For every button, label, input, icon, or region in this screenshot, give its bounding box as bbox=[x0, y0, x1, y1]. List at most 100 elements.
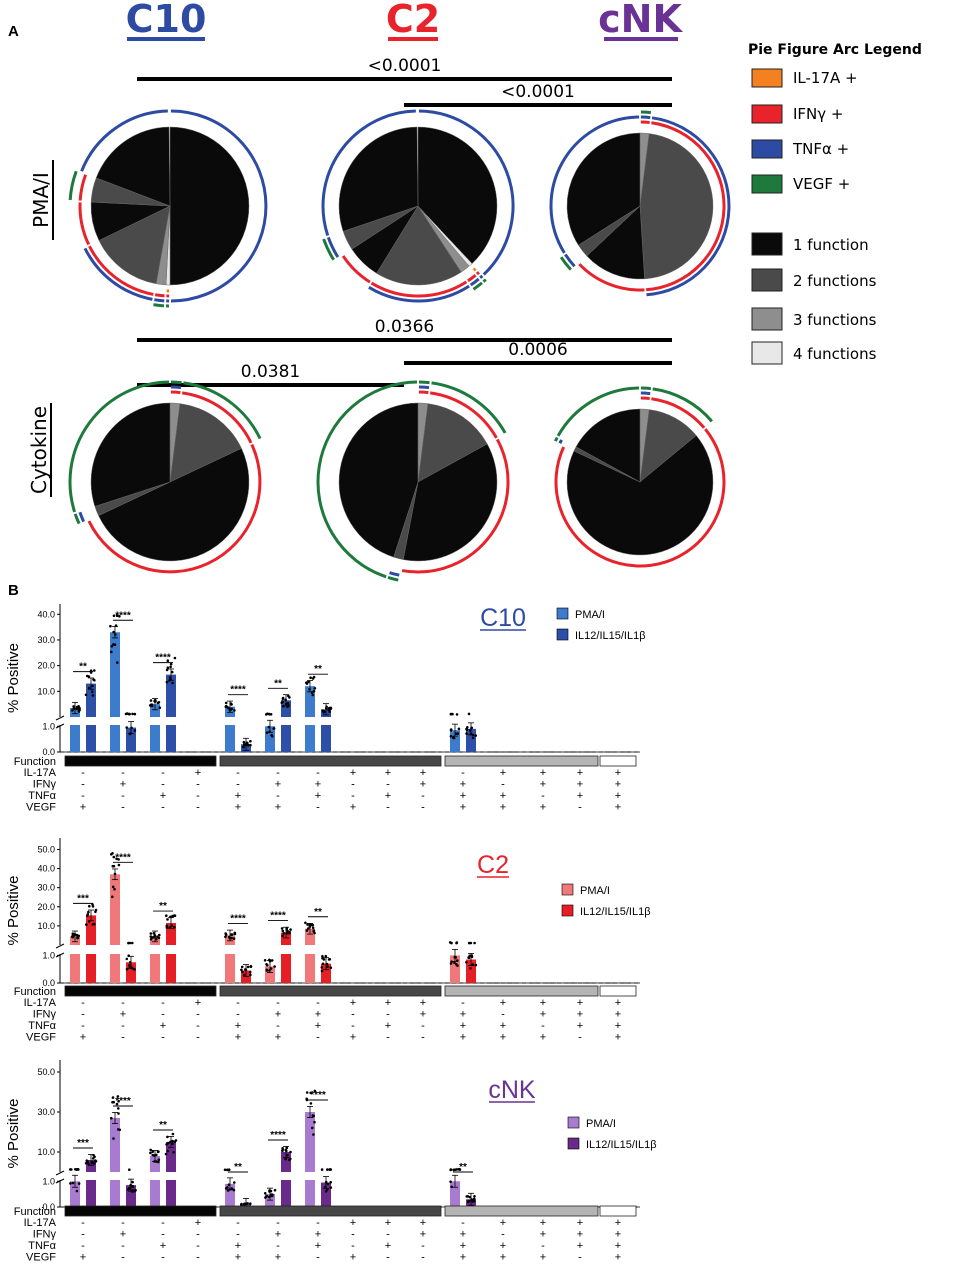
data-point bbox=[233, 709, 236, 712]
marker-sign: + bbox=[615, 1217, 621, 1229]
marker-sign: - bbox=[196, 1252, 200, 1264]
data-point bbox=[150, 704, 154, 708]
marker-sign: - bbox=[81, 997, 85, 1009]
marker-sign: + bbox=[460, 1032, 466, 1044]
pie-slice bbox=[98, 448, 250, 562]
marker-sign: + bbox=[235, 1252, 241, 1264]
data-point bbox=[245, 741, 249, 745]
data-point bbox=[311, 1126, 314, 1130]
legend-swatch-il17a bbox=[751, 68, 783, 88]
bar bbox=[110, 1180, 120, 1207]
data-point bbox=[117, 863, 121, 867]
data-point bbox=[455, 1168, 459, 1171]
y-tick-label: 10.0 bbox=[37, 1147, 55, 1157]
group-title-c2: C2 bbox=[386, 0, 440, 41]
data-point bbox=[467, 1199, 471, 1203]
data-point bbox=[149, 932, 153, 935]
data-point bbox=[93, 1162, 96, 1165]
data-point bbox=[118, 615, 121, 618]
data-point bbox=[467, 956, 471, 960]
bar bbox=[305, 954, 315, 983]
data-point bbox=[242, 745, 245, 749]
data-point bbox=[270, 733, 273, 737]
bar bbox=[150, 1156, 160, 1172]
data-point bbox=[76, 705, 80, 709]
marker-sign: - bbox=[236, 1217, 240, 1229]
bar bbox=[281, 700, 291, 717]
marker-sign: + bbox=[577, 1217, 583, 1229]
data-point bbox=[84, 1161, 88, 1165]
data-point bbox=[270, 959, 274, 962]
marker-sign: + bbox=[385, 997, 391, 1009]
bar bbox=[265, 726, 275, 752]
marker-sign: - bbox=[196, 779, 200, 791]
legend-label-2-functions: 2 functions bbox=[793, 272, 877, 290]
function-strip-f1 bbox=[64, 755, 217, 767]
marker-sign: - bbox=[121, 1252, 125, 1264]
function-strip-f2 bbox=[219, 755, 442, 767]
data-point bbox=[272, 727, 276, 730]
significance-label: **** bbox=[310, 1090, 326, 1101]
data-point bbox=[87, 910, 90, 914]
marker-sign: - bbox=[161, 767, 165, 779]
y-axis-label: % Positive bbox=[5, 643, 22, 713]
marker-sign: + bbox=[615, 1240, 621, 1252]
data-point bbox=[268, 730, 271, 734]
marker-sign: + bbox=[460, 1020, 466, 1032]
data-point bbox=[112, 1137, 115, 1140]
data-point bbox=[320, 969, 324, 973]
marker-sign: + bbox=[460, 790, 466, 802]
data-point bbox=[241, 970, 244, 974]
marker-sign: - bbox=[121, 1032, 125, 1044]
data-point bbox=[453, 961, 456, 964]
marker-sign: + bbox=[460, 1229, 466, 1241]
bar bbox=[225, 954, 235, 983]
pie-arc-vegf bbox=[482, 278, 487, 283]
data-point bbox=[269, 967, 273, 970]
significance-label: ** bbox=[159, 1120, 167, 1131]
data-point bbox=[166, 1135, 169, 1139]
data-point bbox=[450, 1185, 453, 1189]
data-point bbox=[273, 1188, 277, 1192]
pie-4 bbox=[68, 380, 262, 574]
pie-arc-ifng bbox=[341, 255, 371, 284]
marker-row-label: IFNγ bbox=[33, 1009, 57, 1021]
bar bbox=[150, 725, 160, 752]
data-point bbox=[306, 927, 310, 930]
function-strip-f1 bbox=[64, 1205, 217, 1217]
data-point bbox=[115, 614, 119, 617]
pie-legend-title: Pie Figure Arc Legend bbox=[748, 42, 922, 58]
marker-sign: + bbox=[80, 802, 86, 814]
marker-sign: + bbox=[385, 790, 391, 802]
significance-label: **** bbox=[230, 685, 246, 696]
data-point bbox=[171, 1132, 175, 1136]
marker-sign: + bbox=[235, 1020, 241, 1032]
pvalue-bar bbox=[137, 383, 404, 387]
pie-arc-ifng bbox=[78, 174, 88, 201]
marker-sign: - bbox=[121, 802, 125, 814]
function-row-label: Function bbox=[14, 756, 56, 768]
bar bbox=[466, 959, 476, 983]
pvalue-label: <0.0001 bbox=[501, 82, 575, 102]
data-point bbox=[249, 964, 253, 968]
legend-swatch-pma bbox=[567, 1116, 580, 1129]
data-point bbox=[152, 932, 156, 935]
data-point bbox=[309, 1102, 313, 1105]
data-point bbox=[468, 1195, 472, 1199]
data-point bbox=[473, 1195, 476, 1198]
data-point bbox=[128, 732, 132, 736]
data-point bbox=[84, 693, 88, 697]
marker-sign: + bbox=[235, 790, 241, 802]
marker-sign: - bbox=[121, 790, 125, 802]
data-point bbox=[149, 938, 153, 941]
bar bbox=[166, 923, 176, 945]
marker-sign: + bbox=[615, 767, 621, 779]
data-point bbox=[224, 933, 228, 936]
data-point bbox=[324, 1180, 328, 1184]
pie-arc-vegf bbox=[640, 110, 652, 115]
marker-sign: + bbox=[275, 1252, 281, 1264]
data-point bbox=[117, 1107, 120, 1110]
pie-arc-vegf bbox=[387, 575, 399, 582]
data-point bbox=[305, 681, 308, 684]
marker-sign: + bbox=[385, 1020, 391, 1032]
